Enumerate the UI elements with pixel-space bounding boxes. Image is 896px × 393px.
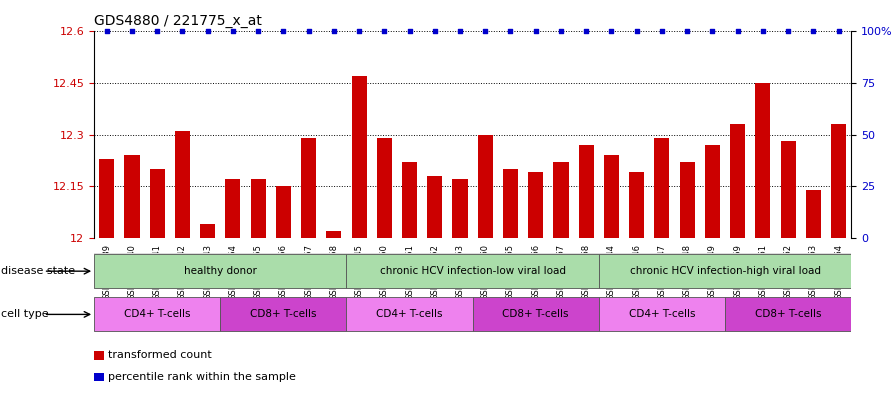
Point — [630, 28, 644, 35]
Point — [529, 28, 543, 35]
Point — [251, 28, 265, 35]
Text: disease state: disease state — [1, 266, 75, 276]
Point — [327, 28, 341, 35]
Text: cell type: cell type — [1, 309, 48, 320]
Point — [831, 28, 846, 35]
Text: CD8+ T-cells: CD8+ T-cells — [754, 309, 822, 320]
Point — [781, 28, 796, 35]
Bar — [599, 254, 851, 288]
Bar — [831, 124, 846, 238]
Text: GDS4880 / 221775_x_at: GDS4880 / 221775_x_at — [94, 14, 262, 28]
Bar — [679, 162, 694, 238]
Point — [504, 28, 518, 35]
Bar — [554, 162, 569, 238]
Bar — [351, 76, 366, 238]
Bar — [276, 186, 291, 238]
Bar — [251, 179, 266, 238]
Bar — [125, 155, 140, 238]
Point — [377, 28, 392, 35]
Bar — [225, 179, 240, 238]
Text: chronic HCV infection-high viral load: chronic HCV infection-high viral load — [630, 266, 821, 276]
Bar — [94, 298, 220, 331]
Bar — [730, 124, 745, 238]
Bar — [301, 138, 316, 238]
Text: percentile rank within the sample: percentile rank within the sample — [108, 372, 296, 382]
Bar — [604, 155, 619, 238]
Bar — [99, 159, 115, 238]
Text: CD4+ T-cells: CD4+ T-cells — [629, 309, 695, 320]
Point — [402, 28, 417, 35]
Point — [452, 28, 467, 35]
Bar — [376, 138, 392, 238]
Bar — [503, 169, 518, 238]
Point — [301, 28, 315, 35]
Point — [352, 28, 366, 35]
Text: transformed count: transformed count — [108, 350, 211, 360]
Point — [655, 28, 669, 35]
Point — [604, 28, 618, 35]
Bar — [780, 141, 796, 238]
Bar — [654, 138, 669, 238]
Text: healthy donor: healthy donor — [184, 266, 257, 276]
Bar — [579, 145, 594, 238]
Bar — [326, 231, 341, 238]
Point — [554, 28, 568, 35]
Bar — [452, 179, 468, 238]
Point — [427, 28, 442, 35]
Text: CD4+ T-cells: CD4+ T-cells — [376, 309, 443, 320]
Bar — [94, 254, 347, 288]
Point — [125, 28, 139, 35]
Bar — [150, 169, 165, 238]
Text: chronic HCV infection-low viral load: chronic HCV infection-low viral load — [380, 266, 565, 276]
Bar — [528, 173, 543, 238]
Bar — [347, 298, 473, 331]
Bar — [629, 173, 644, 238]
Point — [680, 28, 694, 35]
Point — [755, 28, 770, 35]
Bar — [402, 162, 418, 238]
Point — [176, 28, 190, 35]
Point — [201, 28, 215, 35]
Bar — [599, 298, 725, 331]
Point — [478, 28, 493, 35]
Point — [150, 28, 164, 35]
Point — [730, 28, 745, 35]
Text: CD4+ T-cells: CD4+ T-cells — [124, 309, 191, 320]
Text: CD8+ T-cells: CD8+ T-cells — [503, 309, 569, 320]
Bar — [478, 134, 493, 238]
Bar — [220, 298, 347, 331]
Point — [806, 28, 821, 35]
Point — [579, 28, 593, 35]
Point — [705, 28, 719, 35]
Bar — [473, 298, 599, 331]
Bar — [347, 254, 599, 288]
Point — [226, 28, 240, 35]
Bar — [806, 189, 821, 238]
Text: CD8+ T-cells: CD8+ T-cells — [250, 309, 316, 320]
Bar — [175, 131, 190, 238]
Point — [99, 28, 114, 35]
Bar — [427, 176, 443, 238]
Bar — [725, 298, 851, 331]
Bar — [705, 145, 720, 238]
Bar — [755, 83, 771, 238]
Point — [276, 28, 290, 35]
Bar — [200, 224, 215, 238]
